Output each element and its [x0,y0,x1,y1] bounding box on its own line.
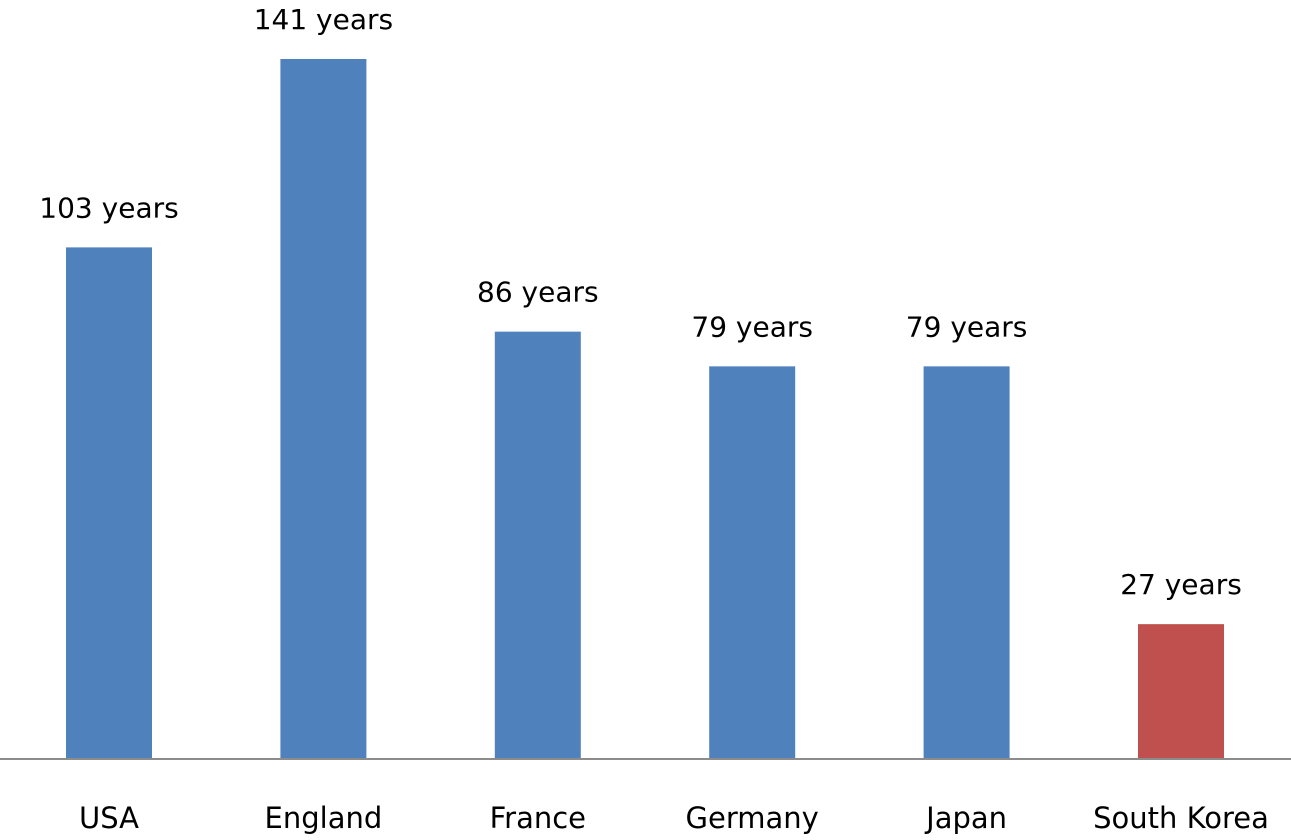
category-label: USA [79,801,139,835]
bar-japan [923,366,1010,758]
category-label: England [265,801,383,835]
data-labels-group: 103 years 141 years 86 years 79 years 79 yea… [39,3,1242,601]
category-label: Germany [686,801,819,835]
data-label: 141 years [254,3,393,36]
data-label: 27 years [1120,568,1242,601]
category-label: France [490,801,586,835]
data-label: 86 years [477,276,599,309]
category-label: South Korea [1093,801,1269,835]
bars-group [66,59,1224,758]
bar-south-korea [1138,624,1224,758]
bar-germany [709,366,796,758]
data-label: 79 years [906,310,1028,343]
bar-england [280,59,367,758]
bar-usa [66,247,152,758]
category-label: Japan [924,801,1007,835]
category-labels-group: USA England France Germany Japan South Korea [79,801,1269,835]
data-label: 79 years [691,310,813,343]
data-label: 103 years [39,191,178,224]
bar-france [494,331,581,758]
